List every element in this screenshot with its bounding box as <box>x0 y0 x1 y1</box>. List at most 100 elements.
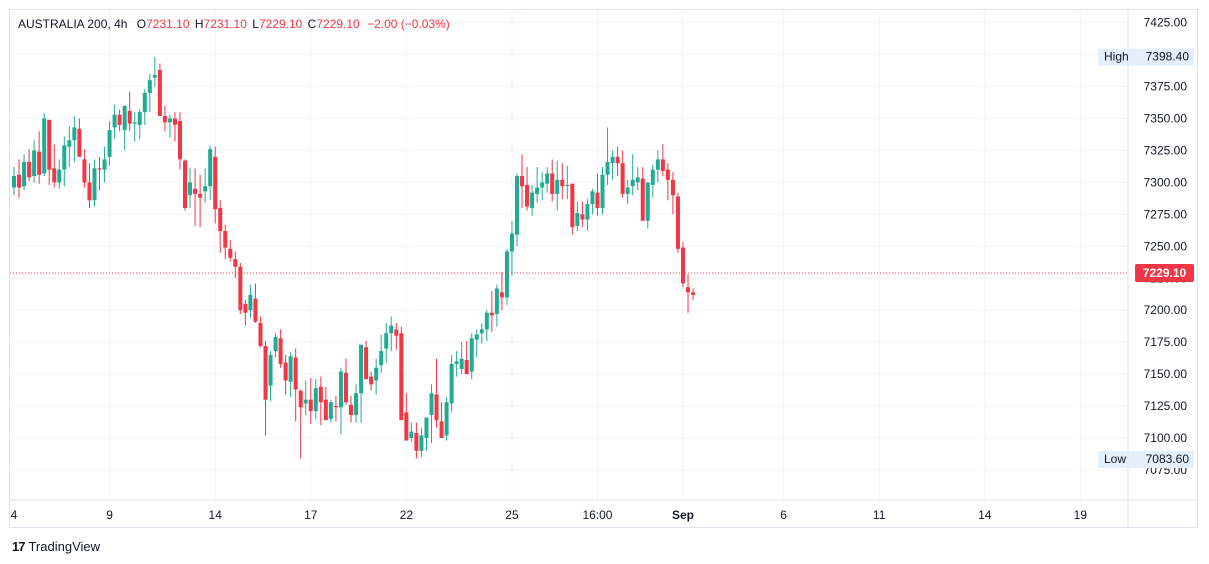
candle-body <box>349 404 354 415</box>
candle-body <box>484 312 489 330</box>
candle-body <box>12 176 16 188</box>
candle-body <box>686 287 691 293</box>
candle-body <box>328 402 333 419</box>
candle-body <box>147 80 152 93</box>
candle-body <box>570 183 575 228</box>
legend-close-key: C <box>307 17 317 31</box>
x-tick-label: 11 <box>873 508 886 522</box>
candle-body <box>318 386 323 403</box>
candle-body <box>288 356 293 382</box>
brand-name: TradingView <box>28 539 101 554</box>
candle-body <box>555 179 560 194</box>
candle-body <box>494 288 499 315</box>
candle-body <box>404 412 409 441</box>
tradingview-brand[interactable]: 17 TradingView <box>12 539 100 554</box>
candle-body <box>409 431 414 438</box>
candle-body <box>208 149 213 187</box>
candle-body <box>193 188 198 194</box>
candle-body <box>691 292 696 295</box>
legend-sep: , <box>107 17 115 31</box>
candle-body <box>172 118 177 125</box>
candle-body <box>660 159 665 171</box>
candle-body <box>369 376 374 385</box>
candle-body <box>444 402 449 436</box>
candle-body <box>188 182 193 196</box>
candle-body <box>243 303 248 313</box>
candle-body <box>87 182 92 201</box>
candle-body <box>580 214 585 220</box>
x-tick-label: 6 <box>780 508 787 522</box>
candle-body <box>489 312 494 316</box>
y-tick-label: 7300.00 <box>1144 175 1188 189</box>
candle-body <box>27 161 32 178</box>
candle-body <box>97 168 102 170</box>
candle-body <box>630 179 635 187</box>
candle-body <box>675 196 680 249</box>
candle-body <box>670 179 675 196</box>
y-tick-label: 7200.00 <box>1144 303 1188 317</box>
candle-body <box>610 156 615 164</box>
candle-body <box>419 435 424 451</box>
candle-body <box>374 367 379 381</box>
candle-body <box>515 176 519 235</box>
x-tick-label: 14 <box>209 508 223 522</box>
candle-body <box>162 115 167 123</box>
tradingview-logo-icon: 17 <box>12 539 26 554</box>
candle-body <box>303 399 308 404</box>
candle-body <box>17 174 22 188</box>
chart-frame[interactable] <box>9 9 1198 528</box>
candle-body <box>469 338 474 372</box>
candle-body <box>157 69 162 116</box>
y-tick-label: 7100.00 <box>1144 431 1188 445</box>
candle-body <box>384 333 389 349</box>
candle-body <box>57 169 62 183</box>
chart-legend: AUSTRALIA 200, 4h O7231.10 H7231.10 L722… <box>18 17 450 31</box>
x-tick-label: 17 <box>304 508 318 522</box>
candle-body <box>504 251 509 298</box>
candle-body <box>42 118 47 174</box>
candle-body <box>77 128 82 157</box>
y-tick-label: 7175.00 <box>1144 335 1188 349</box>
legend-low-key: L <box>252 17 259 31</box>
candle-body <box>389 325 394 334</box>
y-tick-label: 7150.00 <box>1144 367 1188 381</box>
candle-body <box>530 192 535 208</box>
candle-body <box>107 130 112 157</box>
candle-body <box>650 169 655 185</box>
candle-body <box>525 184 530 207</box>
candle-body <box>520 176 525 187</box>
y-tick-label: 7425.00 <box>1144 16 1188 30</box>
high-marker-badge <box>1098 48 1194 66</box>
candle-body <box>333 406 338 408</box>
candle-body <box>293 357 298 390</box>
candle-body <box>359 344 364 394</box>
candle-body <box>620 163 625 194</box>
candle-body <box>560 179 565 187</box>
legend-low-value: 7229.10 <box>258 17 303 31</box>
candle-body <box>354 393 359 415</box>
candle-body <box>67 140 72 147</box>
candle-body <box>474 334 479 340</box>
candle-body <box>273 337 278 352</box>
low-marker-label: Low <box>1104 452 1126 466</box>
candle-body <box>399 333 404 421</box>
candle-body <box>605 161 610 175</box>
candle-body <box>137 112 142 125</box>
candle-body <box>424 417 429 438</box>
candle-body <box>545 173 550 184</box>
candle-body <box>167 118 172 123</box>
y-tick-label: 7250.00 <box>1144 239 1188 253</box>
y-tick-label: 7350.00 <box>1144 112 1188 126</box>
legend-close-value: 7229.10 <box>316 17 360 31</box>
candle-body <box>102 159 107 170</box>
candle-body <box>37 151 42 175</box>
candle-body <box>429 393 434 415</box>
candle-body <box>112 114 117 128</box>
y-tick-label: 7125.00 <box>1144 399 1188 413</box>
legend-high-value: 7231.10 <box>203 17 247 31</box>
candle-body <box>52 168 57 183</box>
candle-body <box>183 160 188 208</box>
candle-body <box>32 150 37 177</box>
candle-body <box>313 388 318 412</box>
